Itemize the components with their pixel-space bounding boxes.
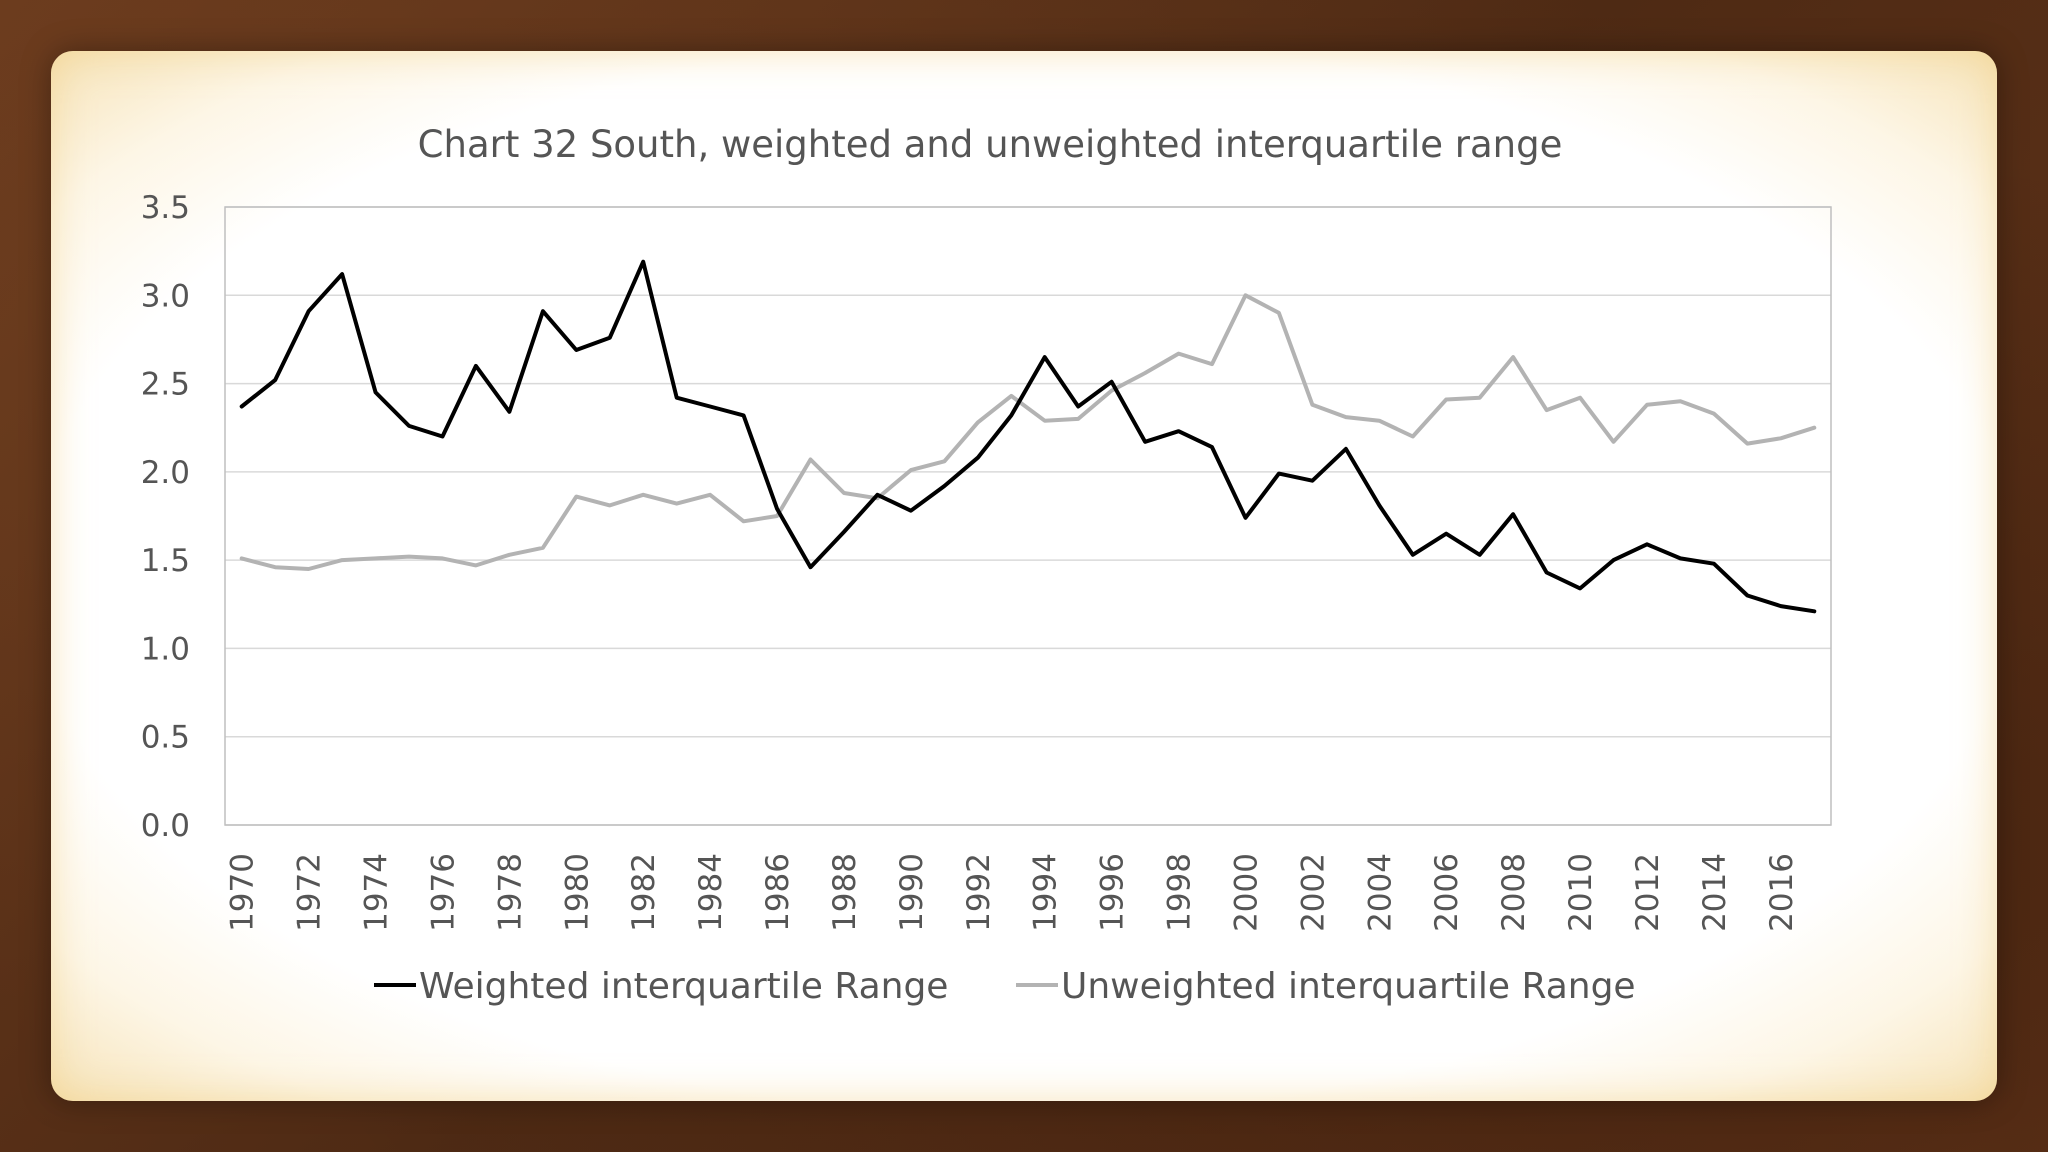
y-tick-label: 1.5 [141,543,190,579]
y-tick-label: 2.5 [141,367,190,403]
unweighted-series-line [239,293,1817,571]
x-tick-label: 1984 [693,853,729,932]
chart-title: Chart 32 South, weighted and unweighted … [418,123,1563,166]
x-tick-label: 2004 [1362,853,1398,932]
x-tick-label: 1994 [1028,853,1064,932]
y-tick-label: 2.0 [141,455,190,491]
x-tick-label: 2008 [1496,853,1532,932]
x-tick-label: 1976 [425,853,461,932]
x-tick-label: 1970 [225,853,261,932]
x-tick-label: 2006 [1429,853,1465,932]
x-tick-label: 1992 [961,853,997,932]
y-tick-label: 1.0 [141,631,190,667]
x-tick-label: 2000 [1228,853,1264,932]
y-tick-label: 0.0 [141,808,190,844]
x-tick-label: 1972 [292,853,328,932]
x-tick-label: 1980 [559,853,595,932]
x-tick-label: 1986 [760,853,796,932]
x-tick-label: 1974 [359,853,395,932]
y-axis-ticks: 0.0 0.5 1.0 1.5 2.0 2.5 3.0 3.5 [141,190,190,844]
x-tick-label: 2002 [1295,853,1331,932]
grid-lines [225,206,1831,826]
x-tick-label: 1978 [492,853,528,932]
legend-weighted-label: Weighted interquartile Range [419,966,948,1007]
x-tick-label: 2014 [1697,853,1733,932]
plot-area-border [224,206,1832,826]
x-tick-label: 2010 [1563,853,1599,932]
x-tick-label: 1990 [894,853,930,932]
x-tick-label: 2012 [1630,853,1666,932]
y-tick-label: 0.5 [141,720,190,756]
x-axis-ticks: 1970 1972 1974 1976 1978 1980 1982 1984 1986 1988… [225,853,1800,932]
plot-border [224,206,1832,826]
x-tick-label: 2016 [1764,853,1800,932]
y-tick-label: 3.5 [141,190,190,226]
legend: Weighted interquartile Range Unweighted i… [374,966,1636,1007]
legend-unweighted-label: Unweighted interquartile Range [1061,966,1636,1007]
x-tick-label: 1996 [1095,853,1131,932]
weighted-series-line [239,259,1817,614]
y-tick-label: 3.0 [141,278,190,314]
series-lines [239,259,1817,614]
chart-panel [51,51,1997,1101]
x-tick-label: 1988 [827,853,863,932]
x-tick-label: 1998 [1162,853,1198,932]
x-tick-label: 1982 [626,853,662,932]
